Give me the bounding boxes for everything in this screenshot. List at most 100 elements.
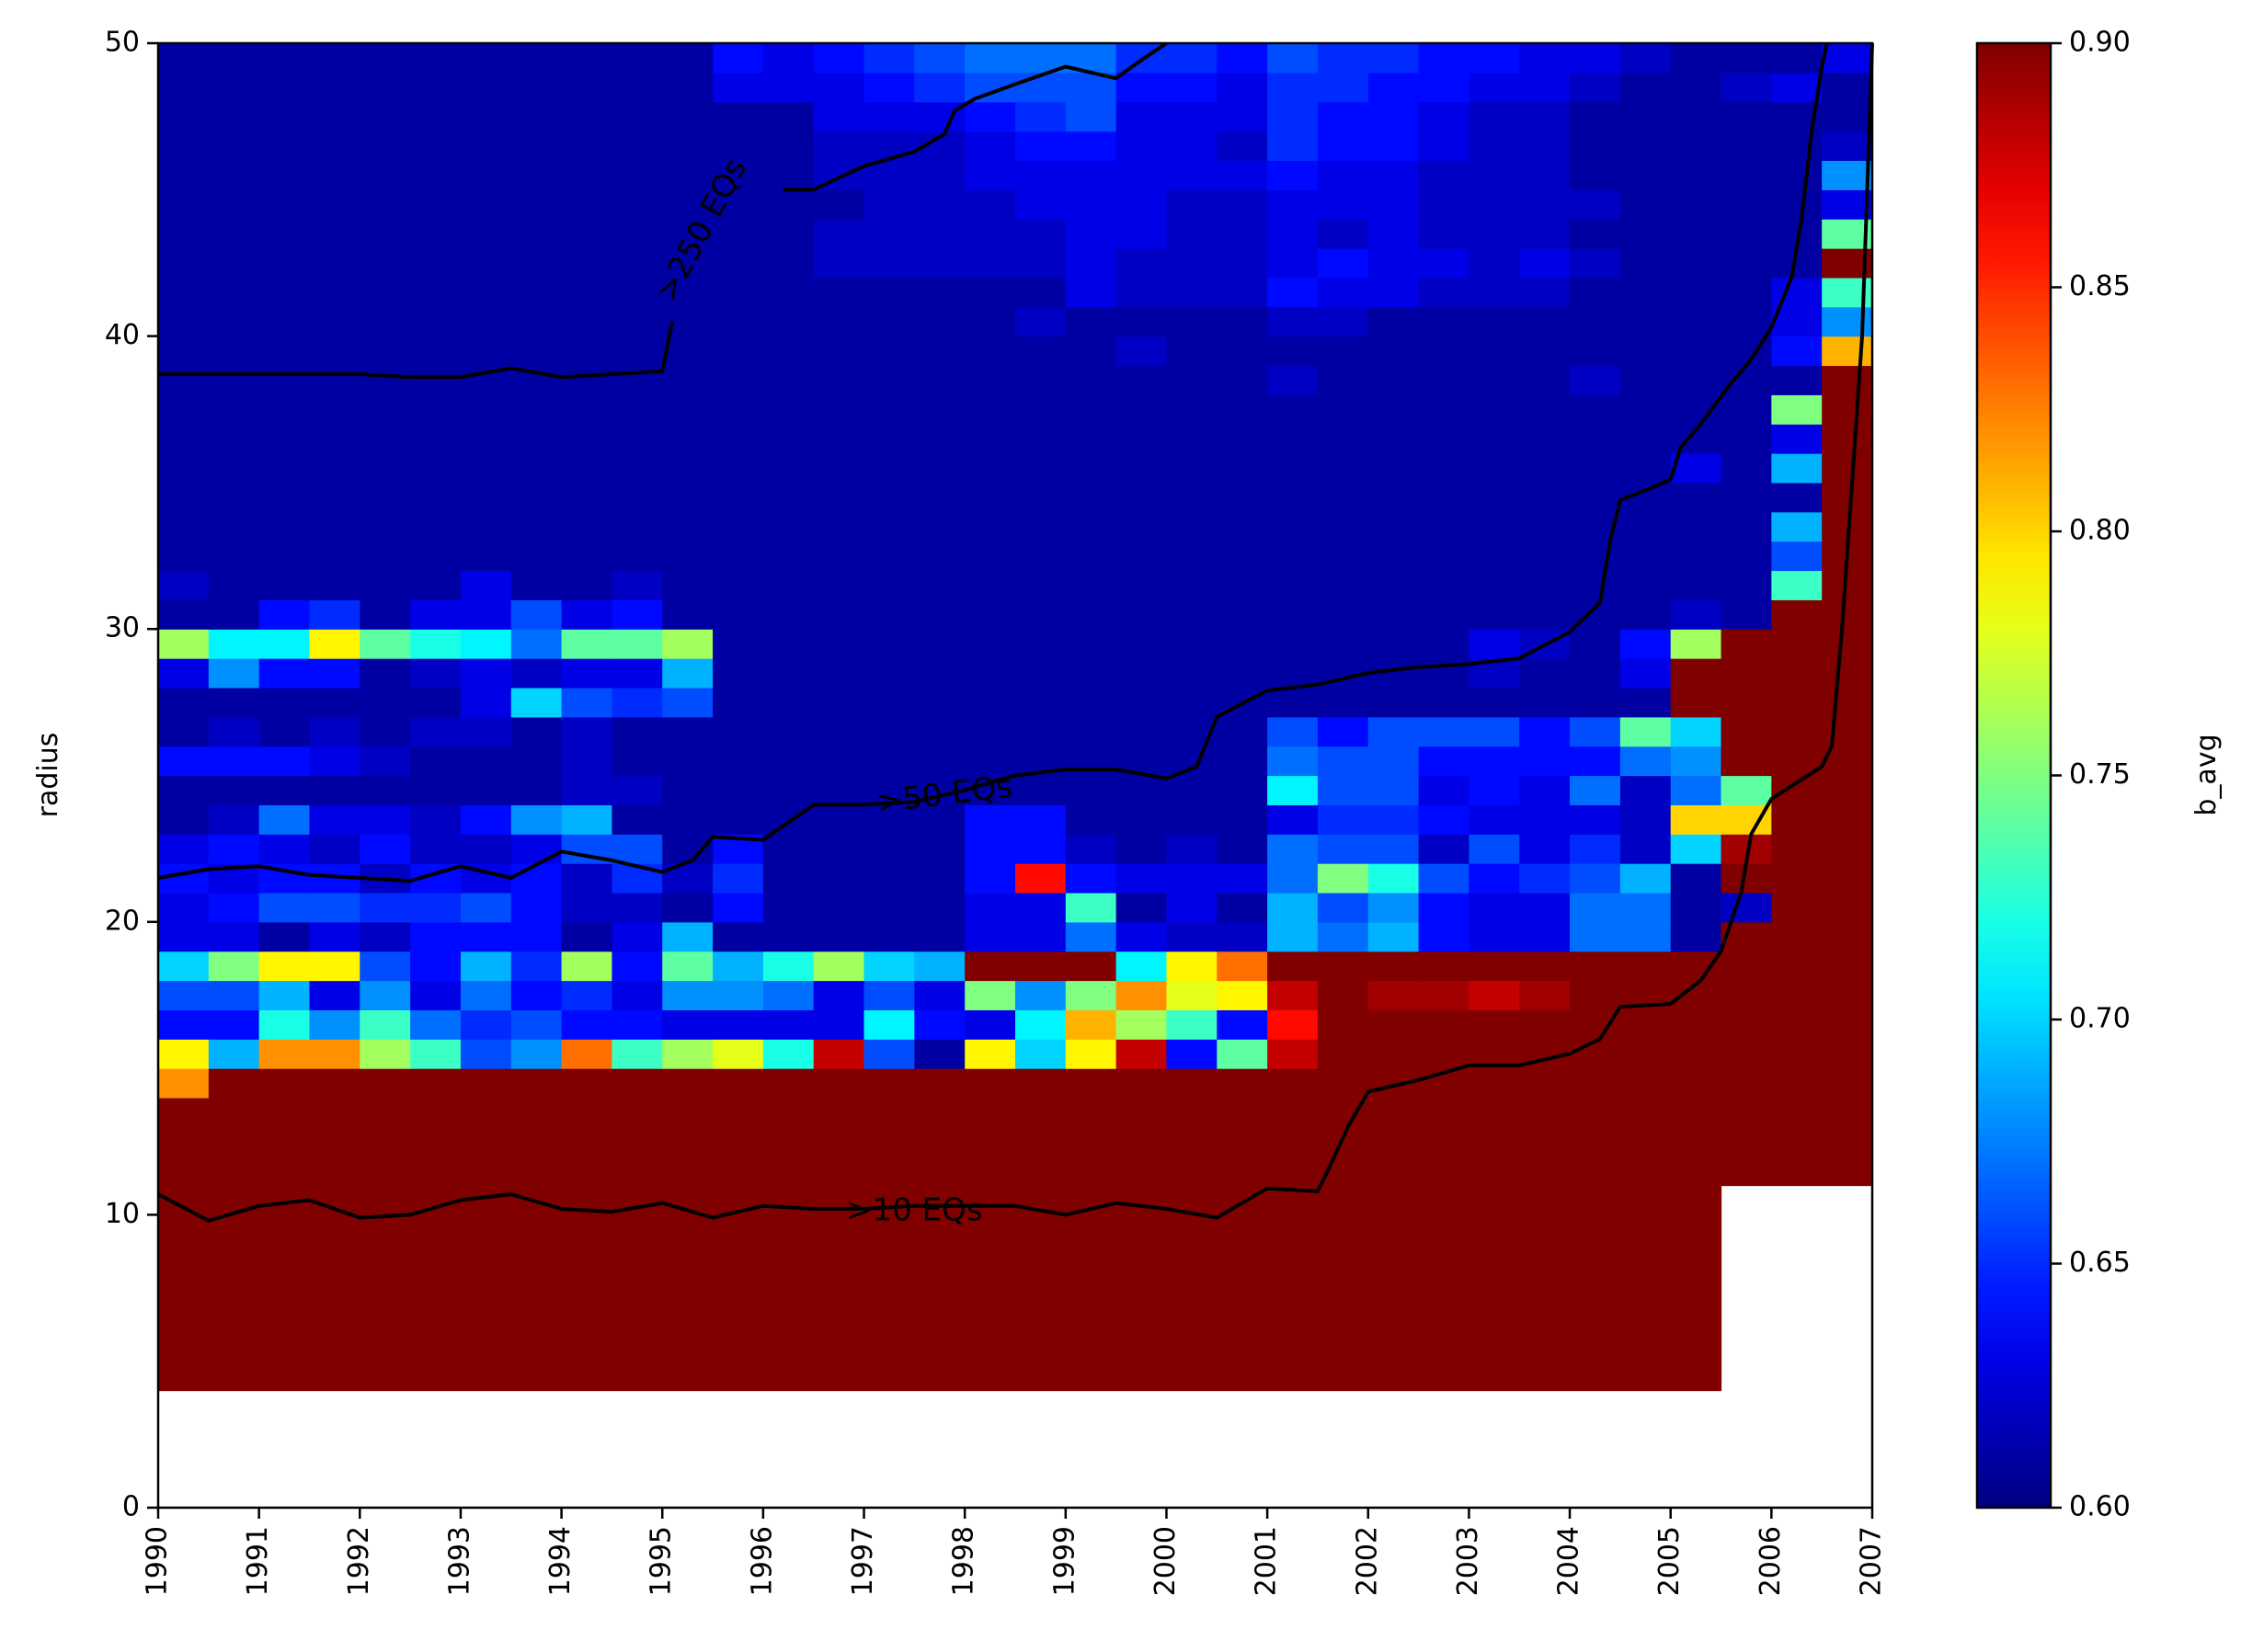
heatmap-cell (1217, 570, 1268, 600)
heatmap-cell (612, 746, 663, 777)
heatmap-cell (1822, 687, 1873, 718)
heatmap-cell (510, 453, 563, 484)
heatmap-cell (561, 599, 613, 630)
heatmap-cell (158, 248, 210, 279)
heatmap-cell (1115, 394, 1168, 425)
heatmap-cell (662, 1039, 714, 1069)
heatmap-cell (813, 980, 865, 1010)
heatmap-cell (208, 101, 260, 132)
heatmap-cell (1469, 482, 1520, 513)
heatmap-cell (813, 453, 865, 484)
heatmap-cell (713, 570, 764, 600)
heatmap-cell (309, 394, 360, 425)
heatmap-cell (410, 277, 462, 308)
heatmap-cell (1115, 424, 1168, 454)
heatmap-cell (510, 716, 563, 747)
heatmap-cell (662, 687, 714, 718)
heatmap-cell (662, 511, 714, 542)
heatmap-cell (460, 160, 512, 190)
heatmap-cell (1469, 101, 1520, 132)
heatmap-cell (309, 951, 360, 982)
heatmap-cell (309, 131, 360, 162)
colorbar-tick-label: 0.85 (2069, 270, 2131, 302)
heatmap-cell (309, 804, 360, 835)
heatmap-cell (1519, 570, 1571, 600)
heatmap-cell (360, 511, 411, 542)
heatmap-cell (1115, 951, 1168, 982)
heatmap-cell (1469, 306, 1520, 337)
heatmap-cell (1619, 248, 1672, 279)
heatmap-cell (1367, 834, 1420, 864)
heatmap-cell (510, 746, 563, 777)
heatmap-cell (1065, 336, 1117, 367)
heatmap-cell (1619, 306, 1672, 337)
heatmap-cell (762, 160, 815, 190)
heatmap-cell (460, 716, 512, 747)
heatmap-cell (914, 1068, 966, 1099)
heatmap-cell (1619, 658, 1672, 689)
heatmap-cell (1166, 1009, 1218, 1040)
heatmap-cell (863, 980, 915, 1010)
heatmap-cell (863, 804, 915, 835)
heatmap-cell (1317, 687, 1369, 718)
heatmap-cell (762, 775, 815, 805)
heatmap-cell (1267, 453, 1319, 484)
heatmap-cell (713, 658, 764, 689)
heatmap-cell (1267, 160, 1319, 190)
heatmap-cell (410, 43, 462, 74)
heatmap-cell (662, 599, 714, 630)
heatmap-cell (410, 72, 462, 103)
heatmap-cell (208, 248, 260, 279)
heatmap-cell (1267, 921, 1319, 952)
heatmap-cell (1822, 72, 1873, 103)
heatmap-cell (1469, 424, 1520, 454)
heatmap-cell (1418, 160, 1470, 190)
heatmap-cell (1822, 365, 1873, 395)
heatmap-cell (1166, 834, 1218, 864)
heatmap-cell (863, 365, 915, 395)
heatmap-cell (914, 716, 966, 747)
heatmap-cell (309, 482, 360, 513)
heatmap-cell (662, 43, 714, 74)
heatmap-cell (1771, 189, 1823, 220)
heatmap-cell (1619, 834, 1672, 864)
heatmap-cell (713, 599, 764, 630)
heatmap-cell (1519, 131, 1571, 162)
heatmap-cell (460, 980, 512, 1010)
colorbar-label: b_avg (2190, 734, 2223, 815)
heatmap-cell (510, 72, 563, 103)
heatmap-cell (460, 511, 512, 542)
heatmap-cell (1721, 248, 1772, 279)
heatmap-cell (309, 424, 360, 454)
heatmap-cell (460, 189, 512, 220)
heatmap-cell (1065, 365, 1117, 395)
heatmap-cell (863, 248, 915, 279)
heatmap-cell (410, 248, 462, 279)
heatmap-cell (1015, 629, 1067, 659)
heatmap-cell (1217, 482, 1268, 513)
heatmap-cell (410, 921, 462, 952)
heatmap-cell (561, 101, 613, 132)
heatmap-cell (1166, 101, 1218, 132)
heatmap-cell (460, 424, 512, 454)
heatmap-cell (1217, 248, 1268, 279)
heatmap-cell (1166, 629, 1218, 659)
heatmap-cell (1418, 804, 1470, 835)
heatmap-cell (1469, 1009, 1520, 1040)
heatmap-cell (813, 248, 865, 279)
heatmap-cell (309, 365, 360, 395)
heatmap-cell (1822, 101, 1873, 132)
heatmap-cell (1822, 599, 1873, 630)
heatmap-cell (410, 804, 462, 835)
heatmap-cell (258, 306, 311, 337)
heatmap-cell (612, 219, 663, 249)
heatmap-cell (1418, 248, 1470, 279)
heatmap-cell (1418, 687, 1470, 718)
heatmap-cell (258, 687, 311, 718)
heatmap-cell (713, 306, 764, 337)
heatmap-cell (1822, 131, 1873, 162)
heatmap-cell (1115, 804, 1168, 835)
heatmap-cell (158, 804, 210, 835)
heatmap-cell (561, 921, 613, 952)
heatmap-cell (1418, 511, 1470, 542)
